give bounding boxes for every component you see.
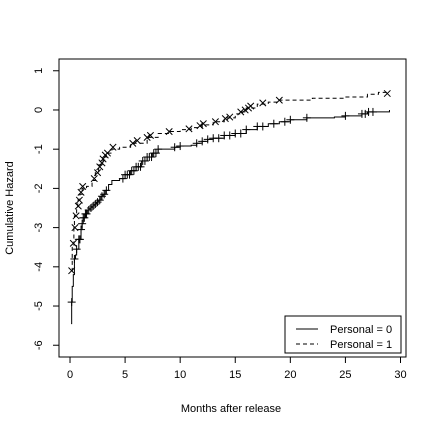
censor-mark-personal-1 — [74, 202, 82, 210]
censor-mark-personal-1 — [211, 118, 219, 126]
x-tick-label: 5 — [122, 369, 128, 381]
censor-mark-personal-0 — [72, 245, 81, 254]
censor-mark-personal-1 — [94, 169, 102, 177]
censor-mark-personal-0 — [341, 111, 350, 120]
censor-mark-personal-0 — [136, 162, 145, 171]
censor-mark-personal-1 — [226, 113, 234, 121]
censor-mark-personal-0 — [192, 139, 201, 148]
x-tick-label: 25 — [339, 369, 351, 381]
censor-mark-personal-1 — [90, 175, 98, 183]
censor-mark-personal-1 — [72, 212, 80, 220]
censor-mark-personal-1 — [109, 143, 117, 151]
x-tick-label: 30 — [394, 369, 406, 381]
censor-mark-personal-0 — [203, 135, 212, 144]
legend-label-personal-1: Personal = 1 — [330, 339, 392, 351]
y-axis: -6 -5 -4 -3 -2 -1 0 1 — [33, 68, 59, 350]
censor-mark-personal-0 — [361, 109, 370, 118]
censor-mark-personal-1 — [199, 120, 207, 128]
censor-mark-personal-1 — [98, 159, 106, 167]
censor-mark-personal-1 — [77, 188, 85, 196]
y-tick-label: -6 — [33, 340, 45, 350]
censor-mark-personal-0 — [102, 186, 111, 195]
y-tick-label: -3 — [33, 223, 45, 233]
plot-frame — [58, 58, 407, 358]
censor-mark-personal-0 — [236, 129, 245, 138]
censor-mark-personal-1 — [275, 96, 283, 104]
x-axis-title: Months after release — [181, 403, 281, 415]
x-tick-label: 10 — [174, 369, 186, 381]
censor-mark-personal-0 — [225, 131, 234, 140]
x-tick-label: 0 — [67, 369, 73, 381]
censor-mark-personal-0 — [70, 254, 79, 263]
y-tick-label: -2 — [33, 184, 45, 194]
x-tick-label: 15 — [229, 369, 241, 381]
censor-mark-personal-0 — [78, 219, 87, 228]
y-tick-label: 0 — [33, 107, 45, 113]
censor-mark-personal-1 — [133, 137, 141, 145]
legend: Personal = 0 Personal = 1 — [284, 315, 402, 354]
censor-mark-personal-1 — [75, 196, 83, 204]
censor-mark-personal-0 — [258, 122, 267, 131]
legend-box — [284, 315, 402, 354]
censor-mark-personal-1 — [99, 155, 107, 163]
censor-mark-personal-0 — [176, 142, 185, 151]
censor-mark-personal-1 — [241, 106, 249, 114]
censor-mark-personal-0 — [214, 134, 223, 143]
censor-mark-personal-0 — [242, 125, 251, 134]
censor-mark-personal-0 — [154, 145, 163, 154]
censor-mark-personal-1 — [185, 125, 193, 133]
censor-mark-personal-1 — [68, 267, 76, 275]
censor-mark-personal-1 — [221, 115, 229, 123]
censor-mark-personal-1 — [196, 122, 204, 130]
censor-mark-personal-1 — [69, 239, 77, 247]
censor-mark-personal-0 — [269, 119, 278, 128]
censor-mark-personal-1 — [165, 127, 173, 136]
censor-mark-personal-0 — [170, 143, 179, 152]
censor-mark-personal-0 — [67, 298, 76, 307]
x-axis: 0 5 10 15 20 25 30 — [67, 357, 407, 381]
censor-mark-personal-1 — [259, 99, 267, 107]
y-tick-label: -4 — [33, 262, 45, 272]
censor-mark-personal-1 — [237, 108, 245, 116]
censor-mark-personal-0 — [286, 115, 295, 124]
censor-mark-personal-1 — [103, 149, 112, 157]
censor-mark-personal-0 — [368, 107, 377, 116]
series-layer — [67, 89, 391, 325]
censor-mark-personal-1 — [247, 102, 255, 110]
censor-mark-personal-1 — [71, 224, 79, 232]
censor-mark-personal-1 — [79, 182, 87, 190]
censor-mark-personal-0 — [77, 225, 86, 234]
censor-mark-personal-0 — [198, 137, 207, 146]
y-tick-label: -1 — [33, 144, 45, 154]
censor-mark-personal-1 — [129, 139, 137, 147]
censor-mark-personal-0 — [75, 235, 84, 244]
legend-label-personal-0: Personal = 0 — [330, 324, 392, 336]
y-tick-label: -5 — [33, 301, 45, 311]
x-tick-label: 20 — [284, 369, 296, 381]
censor-mark-personal-1 — [383, 89, 391, 98]
censor-mark-personal-0 — [280, 117, 289, 126]
censor-mark-personal-0 — [302, 113, 311, 122]
censor-mark-personal-1 — [143, 133, 151, 141]
censor-mark-personal-1 — [146, 131, 154, 140]
censor-mark-personal-1 — [96, 163, 104, 171]
series-line-personal-1 — [71, 91, 390, 272]
y-axis-title: Cumulative Hazard — [4, 161, 16, 255]
y-tick-label: 1 — [33, 68, 45, 74]
